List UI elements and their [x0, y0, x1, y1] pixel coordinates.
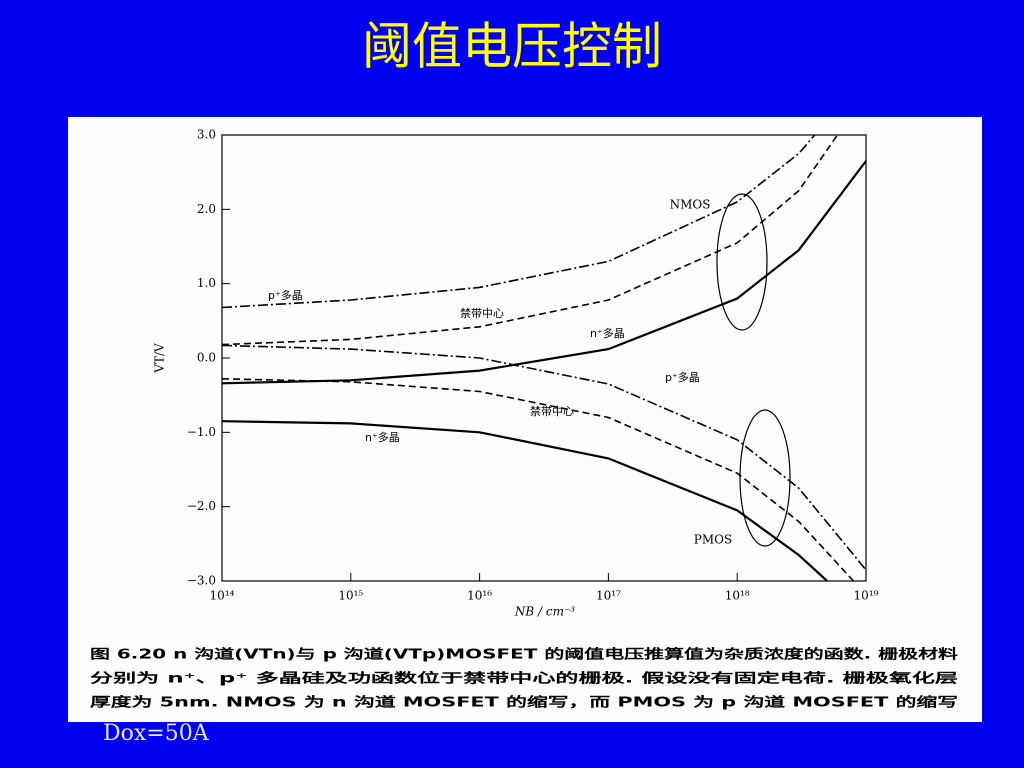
- y-tick-label: 3.0: [197, 128, 216, 142]
- caption-line: 厚度为 5nm. NMOS 为 n 沟道 MOSFET 的缩写，而 PMOS 为…: [90, 695, 958, 711]
- footer: Dox=50A: [103, 721, 210, 746]
- y-tick-label: 0.0: [197, 351, 216, 365]
- series-line: [221, 344, 867, 571]
- series-label: n⁺多晶: [365, 430, 400, 444]
- x-tick-label: 10¹⁵: [338, 589, 363, 603]
- series-label: p⁺多晶: [665, 370, 700, 384]
- series-label: p⁺多晶: [268, 288, 303, 302]
- series-label: 禁带中心: [530, 405, 574, 418]
- y-tick-label: −3.0: [187, 574, 216, 588]
- y-axis-label: VT/V: [153, 343, 167, 374]
- series-line: [221, 134, 816, 309]
- caption-line: 图 6.20 n 沟道(VTn)与 p 沟道(VTp)MOSFET 的阈值电压推…: [90, 647, 958, 663]
- annotation: NMOS: [670, 198, 711, 212]
- x-tick-label: 10¹⁹: [854, 589, 879, 603]
- x-tick-label: 10¹⁸: [725, 589, 750, 603]
- y-tick-label: 1.0: [197, 276, 216, 290]
- y-tick-label: −2.0: [187, 499, 216, 513]
- annotation: PMOS: [694, 533, 732, 547]
- series-line: [221, 420, 828, 582]
- series-line: [221, 160, 867, 385]
- caption-line: 分别为 n⁺、p⁺ 多晶硅及功函数位于禁带中心的栅极. 假设没有固定电荷. 栅极…: [90, 671, 958, 687]
- slide-title: 阈值电压控制: [362, 18, 662, 76]
- pmos-ellipse: [739, 409, 791, 547]
- series-line: [221, 378, 855, 582]
- series-label: n⁺多晶: [590, 326, 625, 340]
- x-tick-label: 10¹⁷: [596, 589, 621, 603]
- x-tick-label: 10¹⁶: [467, 589, 492, 603]
- y-tick-label: 2.0: [197, 202, 216, 216]
- series-line: [221, 134, 839, 346]
- series-label: 禁带中心: [460, 307, 504, 320]
- x-tick-label: 10¹⁴: [210, 589, 235, 603]
- y-tick-label: −1.0: [187, 425, 216, 439]
- x-axis-label: NB / cm⁻³: [514, 605, 575, 619]
- figure-panel: [68, 117, 982, 722]
- nmos-ellipse: [716, 193, 768, 331]
